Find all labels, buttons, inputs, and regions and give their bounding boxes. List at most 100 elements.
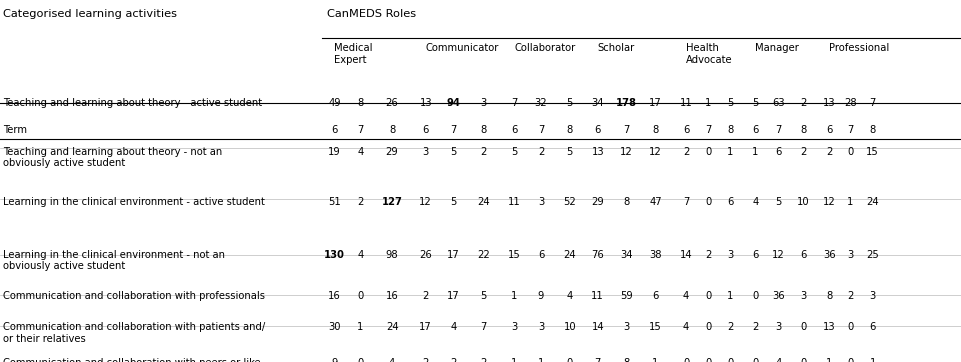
Text: 4: 4 — [451, 322, 456, 332]
Text: 12: 12 — [649, 147, 662, 157]
Text: 0: 0 — [752, 358, 758, 362]
Text: 7: 7 — [511, 98, 517, 108]
Text: 0: 0 — [683, 358, 689, 362]
Text: 7: 7 — [870, 98, 875, 108]
Text: 2: 2 — [423, 291, 429, 302]
Text: 24: 24 — [477, 197, 490, 207]
Text: 5: 5 — [727, 98, 733, 108]
Text: 12: 12 — [620, 147, 633, 157]
Text: 6: 6 — [511, 125, 517, 135]
Text: 14: 14 — [679, 250, 693, 260]
Text: 2: 2 — [801, 98, 806, 108]
Text: 49: 49 — [328, 98, 341, 108]
Text: 13: 13 — [591, 147, 604, 157]
Text: 5: 5 — [567, 98, 573, 108]
Text: 1: 1 — [511, 358, 517, 362]
Text: 1: 1 — [705, 98, 711, 108]
Text: 6: 6 — [595, 125, 601, 135]
Text: 3: 3 — [480, 98, 486, 108]
Text: 8: 8 — [653, 125, 658, 135]
Text: 1: 1 — [752, 147, 758, 157]
Text: 8: 8 — [357, 98, 363, 108]
Text: 52: 52 — [563, 197, 577, 207]
Text: 0: 0 — [705, 147, 711, 157]
Text: 22: 22 — [477, 250, 490, 260]
Text: 6: 6 — [870, 322, 875, 332]
Text: 16: 16 — [328, 291, 341, 302]
Text: 8: 8 — [480, 125, 486, 135]
Text: 3: 3 — [776, 322, 781, 332]
Text: 24: 24 — [866, 197, 879, 207]
Text: 12: 12 — [772, 250, 785, 260]
Text: 10: 10 — [563, 322, 577, 332]
Text: 0: 0 — [848, 147, 853, 157]
Text: 0: 0 — [801, 322, 806, 332]
Text: 2: 2 — [451, 358, 456, 362]
Text: 5: 5 — [752, 98, 758, 108]
Text: Health
Advocate: Health Advocate — [686, 43, 733, 65]
Text: Professional: Professional — [829, 43, 890, 54]
Text: 5: 5 — [451, 197, 456, 207]
Text: 2: 2 — [826, 147, 832, 157]
Text: 2: 2 — [538, 147, 544, 157]
Text: 26: 26 — [419, 250, 432, 260]
Text: 34: 34 — [620, 250, 633, 260]
Text: 6: 6 — [752, 250, 758, 260]
Text: 6: 6 — [752, 125, 758, 135]
Text: 4: 4 — [357, 147, 363, 157]
Text: 1: 1 — [848, 197, 853, 207]
Text: 178: 178 — [616, 98, 637, 108]
Text: 38: 38 — [649, 250, 662, 260]
Text: 4: 4 — [389, 358, 395, 362]
Text: 3: 3 — [538, 197, 544, 207]
Text: 26: 26 — [385, 98, 399, 108]
Text: 5: 5 — [567, 147, 573, 157]
Text: 3: 3 — [870, 291, 875, 302]
Text: 51: 51 — [328, 197, 341, 207]
Text: 2: 2 — [357, 197, 363, 207]
Text: 0: 0 — [705, 358, 711, 362]
Text: 1: 1 — [538, 358, 544, 362]
Text: 1: 1 — [727, 147, 733, 157]
Text: Collaborator: Collaborator — [514, 43, 576, 54]
Text: Teaching and learning about theory - active student: Teaching and learning about theory - act… — [3, 98, 262, 108]
Text: 1: 1 — [870, 358, 875, 362]
Text: 7: 7 — [705, 125, 711, 135]
Text: Scholar: Scholar — [598, 43, 635, 54]
Text: 8: 8 — [870, 125, 875, 135]
Text: 4: 4 — [752, 197, 758, 207]
Text: 2: 2 — [848, 291, 853, 302]
Text: 0: 0 — [357, 291, 363, 302]
Text: 8: 8 — [567, 125, 573, 135]
Text: 17: 17 — [447, 291, 460, 302]
Text: 15: 15 — [649, 322, 662, 332]
Text: 8: 8 — [826, 291, 832, 302]
Text: 7: 7 — [595, 358, 601, 362]
Text: 8: 8 — [389, 125, 395, 135]
Text: 0: 0 — [705, 322, 711, 332]
Text: 3: 3 — [727, 250, 733, 260]
Text: Manager: Manager — [755, 43, 800, 54]
Text: 3: 3 — [624, 322, 629, 332]
Text: 0: 0 — [848, 358, 853, 362]
Text: 7: 7 — [848, 125, 853, 135]
Text: 16: 16 — [385, 291, 399, 302]
Text: 94: 94 — [447, 98, 460, 108]
Text: Teaching and learning about theory - not an
obviously active student: Teaching and learning about theory - not… — [3, 147, 222, 168]
Text: 130: 130 — [324, 250, 345, 260]
Text: 2: 2 — [727, 322, 733, 332]
Text: 11: 11 — [507, 197, 521, 207]
Text: 1: 1 — [653, 358, 658, 362]
Text: Categorised learning activities: Categorised learning activities — [3, 9, 177, 19]
Text: 0: 0 — [705, 197, 711, 207]
Text: 12: 12 — [419, 197, 432, 207]
Text: Communication and collaboration with patients and/
or their relatives: Communication and collaboration with pat… — [3, 322, 265, 344]
Text: 15: 15 — [507, 250, 521, 260]
Text: 34: 34 — [591, 98, 604, 108]
Text: 3: 3 — [511, 322, 517, 332]
Text: 2: 2 — [683, 147, 689, 157]
Text: 13: 13 — [823, 98, 836, 108]
Text: 7: 7 — [451, 125, 456, 135]
Text: 6: 6 — [683, 125, 689, 135]
Text: 5: 5 — [776, 197, 781, 207]
